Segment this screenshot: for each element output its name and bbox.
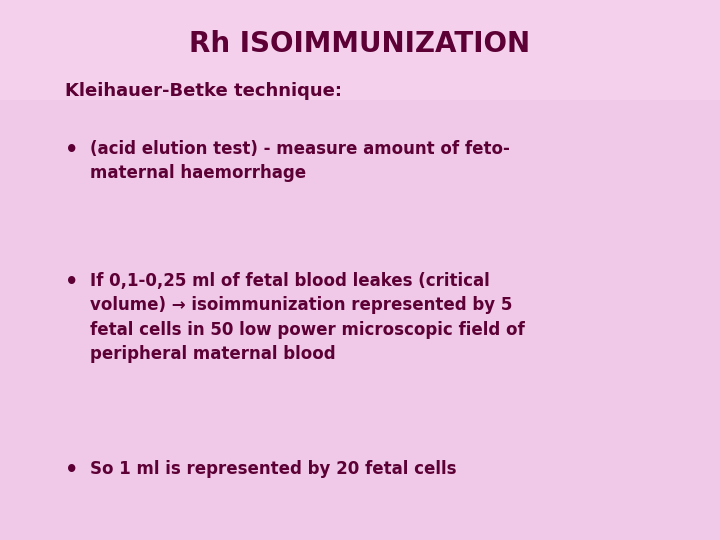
Bar — [0, 0, 720, 100]
Text: •: • — [65, 272, 78, 292]
Text: •: • — [65, 140, 78, 160]
Text: Rh ISOIMMUNIZATION: Rh ISOIMMUNIZATION — [189, 30, 531, 58]
Text: So 1 ml is represented by 20 fetal cells: So 1 ml is represented by 20 fetal cells — [90, 460, 456, 478]
Text: •: • — [65, 460, 78, 480]
Text: (acid elution test) - measure amount of feto-
maternal haemorrhage: (acid elution test) - measure amount of … — [90, 140, 510, 183]
Text: If 0,1-0,25 ml of fetal blood leakes (critical
volume) → isoimmunization represe: If 0,1-0,25 ml of fetal blood leakes (cr… — [90, 272, 525, 363]
Text: Kleihauer-Betke technique:: Kleihauer-Betke technique: — [65, 82, 342, 100]
